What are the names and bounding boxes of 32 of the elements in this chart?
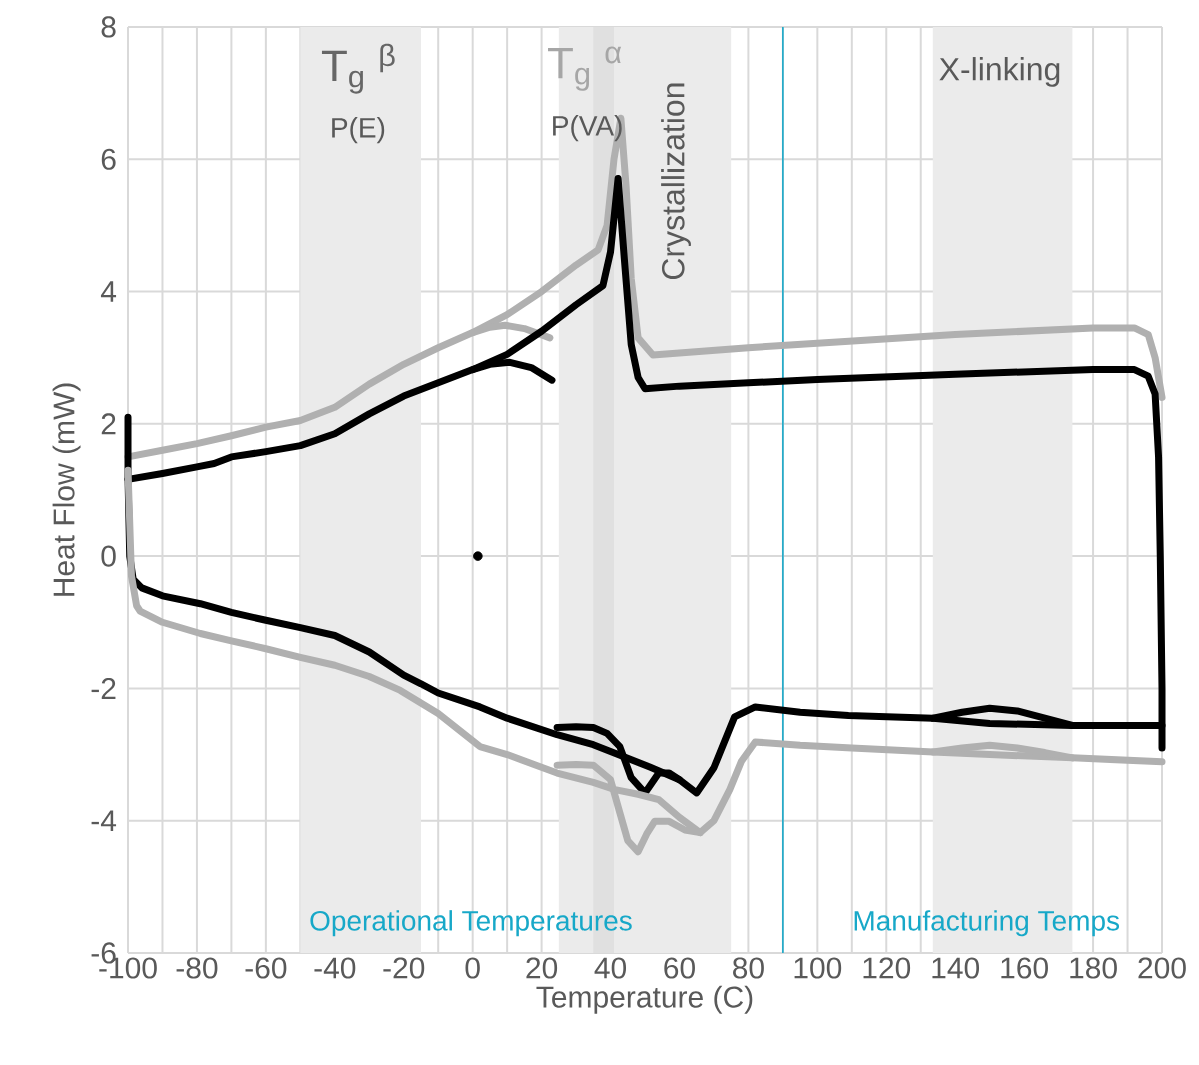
x-tick-label: -80	[176, 957, 218, 979]
x-tick-label: 200	[1138, 957, 1186, 979]
x-tick-label: -60	[245, 957, 287, 979]
y-tick-label: 6	[101, 148, 116, 170]
band-label: T$_{g}$ β	[321, 43, 395, 94]
band-label: T$_{g}$ α	[548, 46, 622, 91]
y-tick-label: 2	[101, 413, 116, 435]
annotation: Operational Temperatures	[310, 910, 632, 937]
x-tick-label: 60	[664, 957, 695, 979]
x-tick-label: 140	[932, 957, 980, 979]
x-tick-label: 40	[594, 957, 627, 979]
x-tick-label: 120	[863, 957, 911, 979]
annotation: P(E)	[332, 117, 385, 144]
x-tick-label: 160	[1001, 957, 1048, 979]
x-tick-label: 0	[465, 957, 480, 979]
x-axis-title: Temperature (C)	[536, 985, 753, 1014]
annotation: P(VA)	[553, 115, 622, 142]
y-tick-label: 8	[101, 16, 116, 38]
x-tick-label: 180	[1070, 957, 1117, 979]
band-label: X-linking	[939, 57, 1060, 87]
y-tick-label: -4	[91, 810, 117, 832]
band-label: Crystallization	[661, 83, 691, 280]
x-tick-label: -20	[383, 957, 425, 979]
y-axis-title: Heat Flow (mW)	[52, 383, 81, 596]
annotation: Manufacturing Temps	[854, 910, 1120, 937]
x-tick-label: 80	[733, 957, 764, 979]
x-tick-label: -40	[314, 957, 356, 979]
y-tick-label: 4	[100, 281, 117, 302]
y-tick-label: -2	[91, 677, 116, 699]
x-tick-label: 20	[526, 957, 558, 979]
y-tick-label: 0	[101, 545, 116, 567]
x-tick-label: 100	[794, 957, 842, 979]
